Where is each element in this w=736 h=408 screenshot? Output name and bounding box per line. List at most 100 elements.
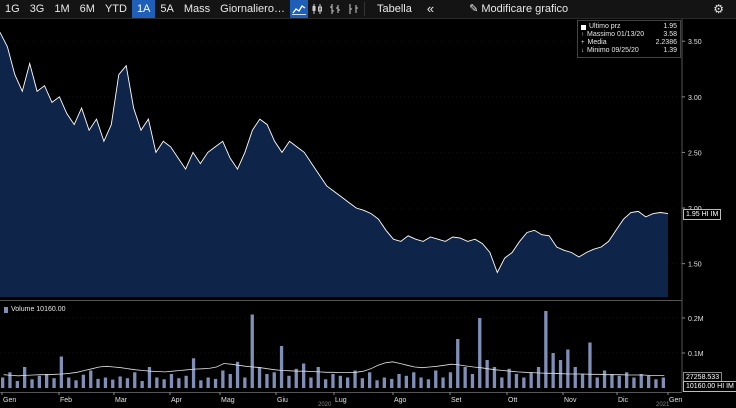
volume-tick-label: 0.1M (688, 351, 704, 358)
period-1m-button[interactable]: 1M (54, 3, 70, 15)
volume-bar (140, 381, 144, 388)
period-6m-button[interactable]: 6M (79, 3, 95, 15)
arrow-down-icon: ↓ (581, 48, 584, 54)
volume-bar (257, 367, 262, 388)
legend-label: Minimo 09/25/20 (587, 47, 639, 54)
legend-value: 2.2386 (655, 39, 677, 46)
legend-row-last: Ultimo prz 1.95 (581, 23, 677, 31)
volume-bar (155, 377, 159, 388)
ohlc-bar-icon[interactable] (326, 0, 344, 18)
volume-bar (522, 377, 526, 388)
volume-bar (294, 368, 298, 389)
candlestick-icon[interactable] (308, 0, 326, 18)
hlc-bar-icon[interactable] (344, 0, 362, 18)
volume-bar (390, 378, 394, 388)
x-tick-label: Mag (221, 397, 235, 404)
volume-bar (169, 374, 174, 388)
volume-bar (588, 342, 592, 388)
volume-bar (147, 367, 152, 388)
period-5a-button[interactable]: 5A (160, 3, 174, 15)
period-ytd-button[interactable]: YTD (104, 3, 127, 15)
legend-label: Ultimo prz (589, 23, 621, 30)
volume-bar (397, 374, 401, 388)
volume-bar (346, 377, 350, 388)
frequency-label: Giornaliero (220, 3, 274, 15)
volume-bar (625, 372, 629, 389)
volume-bar (23, 367, 27, 388)
volume-bar (118, 376, 122, 388)
volume-bar (309, 377, 313, 388)
volume-bar (536, 367, 541, 388)
legend-row-max: ↑ Massimo 01/13/20 3.58 (581, 31, 677, 39)
volume-bar (125, 378, 130, 388)
volume-bar (412, 372, 416, 389)
volume-bar (331, 374, 335, 388)
x-tick-label: Ott (508, 397, 517, 404)
price-line (0, 32, 669, 274)
volume-bar (235, 361, 240, 389)
volume-bar (103, 377, 108, 388)
frequency-dropdown[interactable]: Giornaliero… (215, 0, 290, 18)
volume-average-line (3, 361, 665, 377)
volume-bar (184, 375, 188, 389)
volume-bar (434, 370, 438, 388)
volume-bar (463, 367, 467, 388)
price-tick-label: 3.50 (688, 39, 702, 46)
volume-bar (507, 368, 511, 389)
volume-bar (324, 379, 328, 389)
volume-chart: 0.2M 0.1M (0, 300, 704, 392)
volume-bar (419, 377, 423, 388)
volume-bar (8, 372, 12, 389)
volume-bar (191, 358, 196, 389)
x-tick-label: Gen (669, 397, 682, 404)
x-tick-label: Dic (618, 397, 629, 404)
volume-bar (1, 377, 5, 388)
volume-legend: Volume 10160.00 (4, 306, 66, 313)
volume-bar (654, 379, 658, 389)
volume-bar (338, 375, 342, 389)
period-mass-button[interactable]: Mass (183, 3, 211, 15)
table-button[interactable]: Tabella (376, 3, 412, 15)
volume-bar (595, 377, 599, 388)
period-1a-button[interactable]: 1A (131, 0, 156, 18)
volume-legend-label: Volume 10160.00 (11, 306, 66, 313)
volume-swatch (4, 306, 8, 313)
volume-bar (602, 370, 607, 388)
volume-bar (213, 378, 218, 388)
x-tick-label: Giu (277, 397, 288, 404)
volume-bar (647, 375, 651, 389)
period-3g-button[interactable]: 3G (29, 3, 45, 15)
x-tick-label: Feb (60, 397, 72, 404)
volume-bar (529, 372, 533, 389)
volume-bar (74, 380, 78, 388)
double-chevron-left-icon[interactable]: « (426, 1, 435, 16)
volume-gridlines (0, 317, 682, 354)
volume-bar (67, 377, 71, 388)
volume-bar (37, 375, 41, 389)
x-tick-label: Ago (394, 397, 407, 404)
volume-bar (632, 377, 636, 388)
period-1g-button[interactable]: 1G (5, 3, 20, 15)
volume-bar (639, 374, 643, 388)
x-axis-ticks: Gen Feb Mar Apr Mag Giu Lug Ago Set Ott Nov Dic Gen (1, 392, 682, 404)
gear-icon[interactable]: ⚙ (713, 2, 724, 16)
volume-bar (243, 377, 247, 388)
volume-bar (544, 311, 548, 388)
x-tick-label: Nov (564, 397, 577, 404)
volume-bar (441, 377, 445, 388)
plus-icon: + (581, 40, 585, 46)
volume-bar (514, 374, 519, 388)
volume-bar (206, 377, 210, 388)
volume-bar (580, 374, 585, 388)
x-tick-label: Lug (335, 397, 347, 404)
volume-bar (456, 339, 460, 388)
price-area (0, 32, 668, 298)
legend-label: Media (587, 39, 607, 46)
pencil-icon: ✎ (469, 3, 479, 15)
edit-chart-button[interactable]: ✎ Modificare grafico (439, 0, 573, 18)
volume-bar (404, 375, 408, 389)
legend-label: Massimo 01/13/20 (587, 31, 645, 38)
line-chart-icon[interactable] (289, 0, 308, 18)
volume-bar (661, 377, 665, 388)
volume-bar (287, 375, 291, 389)
